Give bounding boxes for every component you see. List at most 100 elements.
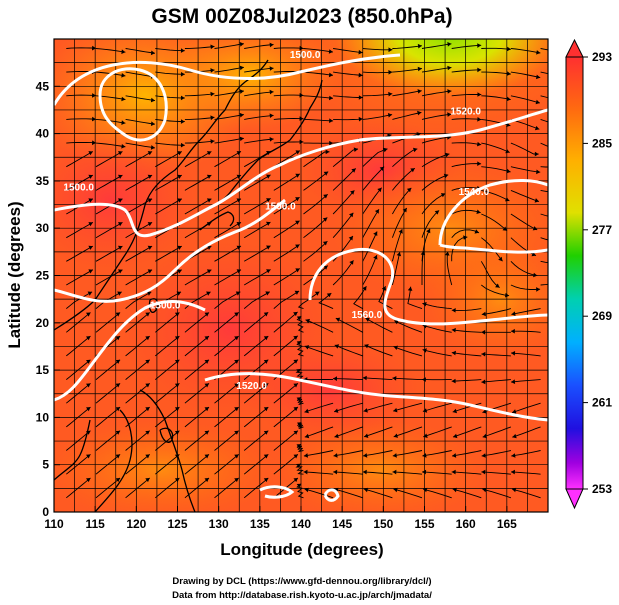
streamline (184, 116, 215, 120)
streamline (184, 335, 210, 357)
wind-arrowhead (269, 113, 274, 118)
streamline (422, 302, 452, 310)
streamline (303, 217, 328, 239)
wind-arrowhead (482, 433, 487, 439)
streamline (95, 245, 123, 262)
streamline (511, 450, 541, 457)
streamline (421, 174, 449, 191)
y-tick-label: 10 (36, 410, 50, 424)
wind-arrowhead (393, 487, 398, 493)
streamline (184, 383, 210, 404)
wind-arrowhead (353, 147, 358, 152)
wind-arrowhead (239, 42, 244, 47)
streamline (214, 114, 244, 120)
streamline (482, 402, 512, 413)
wind-arrowhead (476, 209, 481, 214)
x-tick-label: 155 (414, 517, 434, 531)
wind-arrowhead (505, 197, 510, 202)
x-tick-label: 135 (250, 517, 270, 531)
contour-labels: 1500.0 1500.0 1500.0 1500.0 1520.0 1540.0 1560… (63, 50, 489, 392)
wind-arrowhead (422, 302, 427, 307)
streamline (125, 71, 156, 78)
streamline (451, 379, 482, 382)
wind-arrowhead (477, 43, 482, 48)
wind-arrowhead (239, 89, 244, 94)
colorbar-label: 293 (592, 50, 612, 64)
wind-arrowhead (512, 433, 517, 439)
wind-arrowhead (481, 469, 486, 475)
streamline (393, 488, 423, 499)
streamline (451, 118, 482, 121)
streamline (481, 308, 512, 315)
wind-arrowhead (482, 409, 487, 414)
wind-arrowhead (328, 49, 333, 54)
wind-arrowhead (481, 329, 486, 335)
wind-arrowhead (266, 221, 271, 226)
streamline (214, 43, 244, 49)
wind-arrowhead (365, 317, 370, 322)
streamline (273, 94, 304, 97)
streamline (95, 383, 121, 404)
wind-arrowhead (511, 311, 516, 316)
wind-arrowhead (502, 226, 507, 231)
wind-arrowhead (328, 72, 333, 78)
streamline (214, 137, 244, 144)
wind-arrowhead (206, 269, 212, 274)
streamline (125, 222, 153, 239)
streamline (243, 430, 269, 451)
streamline (66, 454, 91, 475)
wind-arrowhead (86, 336, 91, 341)
streamline (155, 245, 183, 262)
streamline (243, 291, 271, 309)
wind-arrowhead (121, 73, 126, 78)
streamline (273, 454, 299, 475)
wind-arrowhead (147, 245, 153, 250)
wind-arrowhead (263, 430, 269, 435)
streamline (392, 450, 423, 457)
wind-arrowhead (422, 469, 427, 475)
wind-arrowhead (512, 487, 517, 493)
wind-arrowhead (293, 311, 298, 317)
wind-arrowhead (533, 272, 538, 278)
wind-arrowhead (92, 45, 96, 51)
wind-arrowhead (88, 174, 93, 179)
streamline (421, 193, 446, 215)
streamline (184, 269, 212, 286)
wind-arrowhead (350, 190, 355, 195)
streamline (451, 44, 482, 49)
streamline (184, 140, 215, 144)
streamline (363, 402, 393, 412)
contour-label: 1520.0 (236, 381, 267, 392)
streamline (296, 396, 304, 406)
streamline (452, 426, 482, 438)
wind-arrowhead (434, 210, 440, 215)
streamline (214, 151, 242, 168)
streamline (481, 95, 511, 101)
temperature-field: 1500.0 1500.0 1500.0 1500.0 1520.0 1540.0 1560… (54, 39, 548, 512)
wind-arrowhead (263, 478, 269, 483)
wind-arrowhead (295, 268, 300, 273)
streamline (243, 311, 269, 333)
wind-arrowhead (351, 168, 356, 173)
streamline (540, 48, 548, 51)
streamline (510, 379, 541, 383)
wind-arrowhead (334, 408, 339, 413)
wind-arrowhead (495, 283, 500, 288)
wind-arrowhead (174, 359, 180, 364)
wind-arrowhead (206, 291, 211, 296)
wind-arrowhead (177, 151, 182, 156)
streamline (243, 383, 269, 404)
streamline (66, 359, 91, 380)
wind-arrowhead (481, 379, 486, 385)
streamline (510, 95, 541, 104)
wind-arrowhead (265, 291, 270, 296)
wind-arrowhead (443, 173, 449, 179)
credit-drawing: Drawing by DCL (https://www.gfd-dennou.o… (172, 576, 431, 587)
colorbar-min-arrow (565, 488, 584, 510)
map-title: GSM 00Z08Jul2023 (850.0hPa) (151, 5, 452, 28)
x-tick-label: 125 (167, 517, 187, 531)
wind-arrowhead (304, 433, 310, 439)
wind-arrowhead (322, 241, 328, 246)
wind-arrowhead (293, 454, 298, 459)
wind-arrowhead (206, 151, 212, 156)
